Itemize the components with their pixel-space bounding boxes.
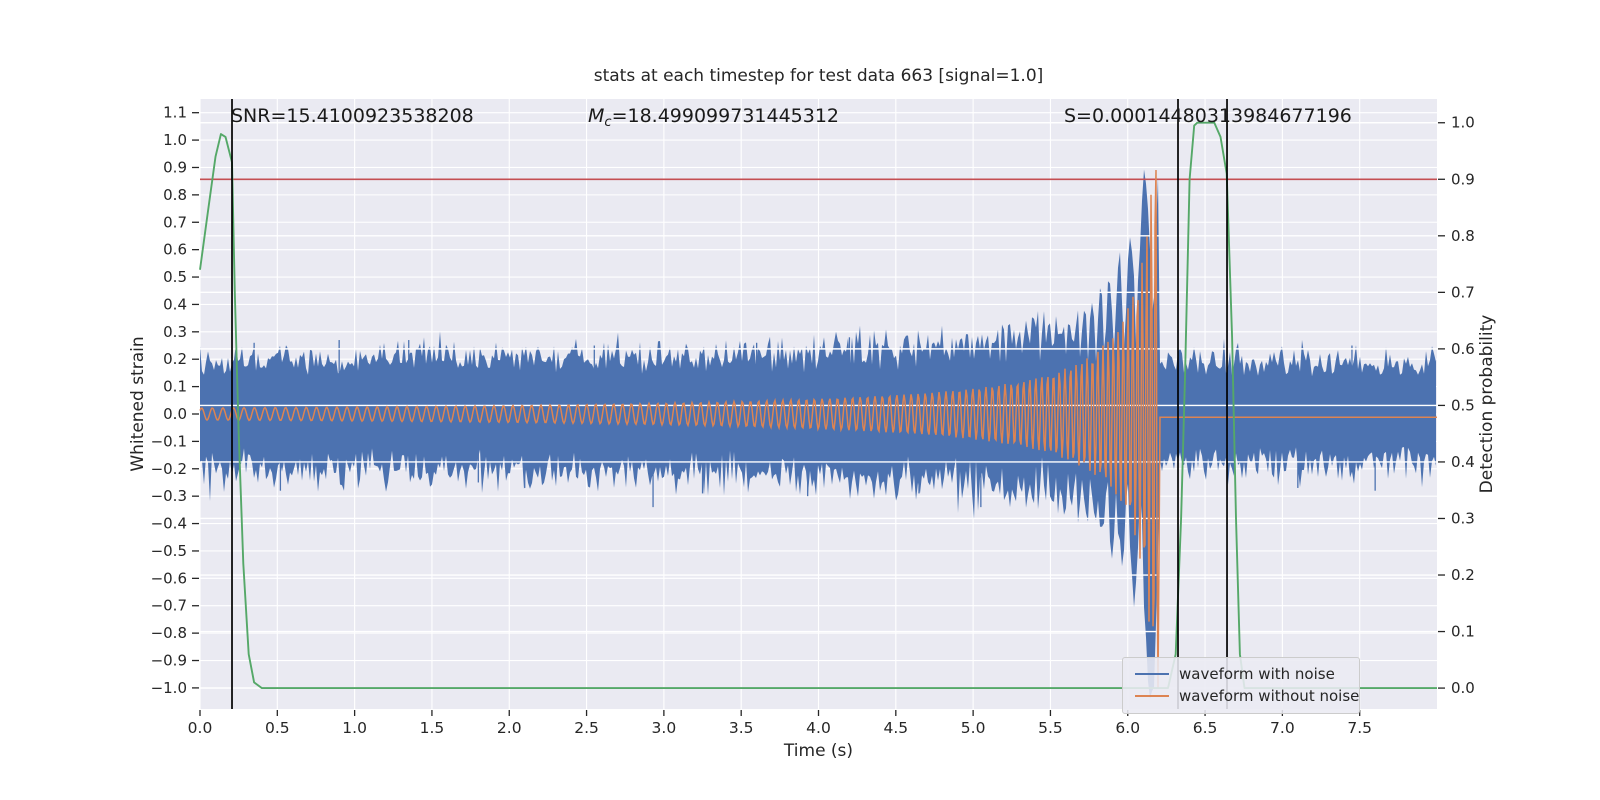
y-tick-label-left: −0.6 [151, 569, 187, 587]
y-tick-label-left: −0.4 [151, 515, 187, 533]
y-tick-label-right: 0.7 [1451, 283, 1475, 301]
y-tick-label-left: −0.1 [151, 432, 187, 450]
y-tick-label-right: 0.0 [1451, 679, 1475, 697]
y-tick-label-left: −0.2 [151, 460, 187, 478]
chart-title: stats at each timestep for test data 663… [593, 66, 1044, 86]
y-tick-label-left: −0.5 [151, 542, 187, 560]
y-tick-label-right: 0.4 [1451, 453, 1475, 471]
y-tick-label-right: 0.6 [1451, 340, 1475, 358]
y-tick-label-left: 0.9 [163, 158, 187, 176]
y-tick-label-left: 1.1 [163, 104, 187, 122]
x-tick-label: 7.5 [1347, 719, 1372, 737]
legend-line-sample-without-noise [1135, 695, 1169, 697]
y-tick-label-left: −0.3 [151, 487, 187, 505]
x-tick-label: 2.5 [574, 719, 599, 737]
y-tick-label-left: −0.8 [151, 624, 187, 642]
x-tick-label: 4.0 [806, 719, 831, 737]
x-tick-label: 4.5 [883, 719, 908, 737]
legend: waveform with noise waveform without noi… [1122, 657, 1360, 714]
y-tick-label-left: −0.7 [151, 597, 187, 615]
x-tick-label: 0.5 [265, 719, 290, 737]
x-tick-label: 2.0 [497, 719, 522, 737]
x-tick-label: 5.0 [961, 719, 986, 737]
y-axis-label-right: Detection probability [1477, 314, 1497, 494]
series-detection-probability [199, 121, 1437, 690]
x-tick-label: 6.5 [1193, 719, 1218, 737]
y-tick-label-left: −0.9 [151, 652, 187, 670]
legend-line-sample-with-noise [1135, 673, 1169, 675]
annotation-mc-subscript: c [604, 115, 612, 130]
x-tick-label: 3.0 [652, 719, 677, 737]
x-tick-label: 6.0 [1115, 719, 1140, 737]
y-tick-label-right: 0.2 [1451, 566, 1475, 584]
series-waveform-with-noise [200, 169, 1436, 699]
y-tick-label-right: 1.0 [1451, 114, 1475, 132]
y-tick-label-right: 0.5 [1451, 396, 1475, 414]
y-tick-label-left: 0.8 [163, 186, 187, 204]
y-tick-label-left: 0.2 [163, 350, 187, 368]
y-tick-label-left: 0.5 [163, 268, 187, 286]
legend-entry: waveform without noise [1123, 685, 1359, 707]
legend-label: waveform without noise [1179, 687, 1360, 705]
legend-entry: waveform with noise [1123, 663, 1359, 685]
y-axis-label-left: Whitened strain [128, 336, 148, 472]
y-tick-label-left: 0.0 [163, 405, 187, 423]
x-tick-label: 1.0 [342, 719, 367, 737]
y-tick-label-left: 0.4 [163, 295, 187, 313]
legend-label: waveform with noise [1179, 665, 1335, 683]
x-tick-label: 7.0 [1270, 719, 1295, 737]
x-tick-label: 3.5 [729, 719, 754, 737]
y-tick-label-left: 1.0 [163, 131, 187, 149]
x-tick-label: 1.5 [420, 719, 445, 737]
series-waveform-without-noise [199, 169, 1437, 688]
x-axis-label: Time (s) [783, 741, 854, 761]
annotation-mc-value: =18.499099731445312 [611, 105, 840, 127]
y-tick-label-right: 0.9 [1451, 170, 1475, 188]
annotation-s-value: S=0.00014480313984677196 [1064, 105, 1352, 127]
y-tick-label-right: 0.1 [1451, 623, 1475, 641]
y-tick-label-left: −1.0 [151, 679, 187, 697]
annotation-snr: SNR=15.4100923538208 [231, 105, 474, 127]
y-tick-label-right: 0.3 [1451, 509, 1475, 527]
y-tick-label-left: 0.7 [163, 213, 187, 231]
y-tick-label-right: 0.8 [1451, 227, 1475, 245]
y-tick-label-left: 0.1 [163, 378, 187, 396]
annotation-chirp-mass: Mc=18.499099731445312 [588, 105, 839, 130]
x-tick-label: 5.5 [1038, 719, 1063, 737]
y-tick-label-left: 0.3 [163, 323, 187, 341]
annotation-mc-symbol: M [588, 105, 605, 127]
y-tick-label-left: 0.6 [163, 241, 187, 259]
x-tick-label: 0.0 [188, 719, 213, 737]
